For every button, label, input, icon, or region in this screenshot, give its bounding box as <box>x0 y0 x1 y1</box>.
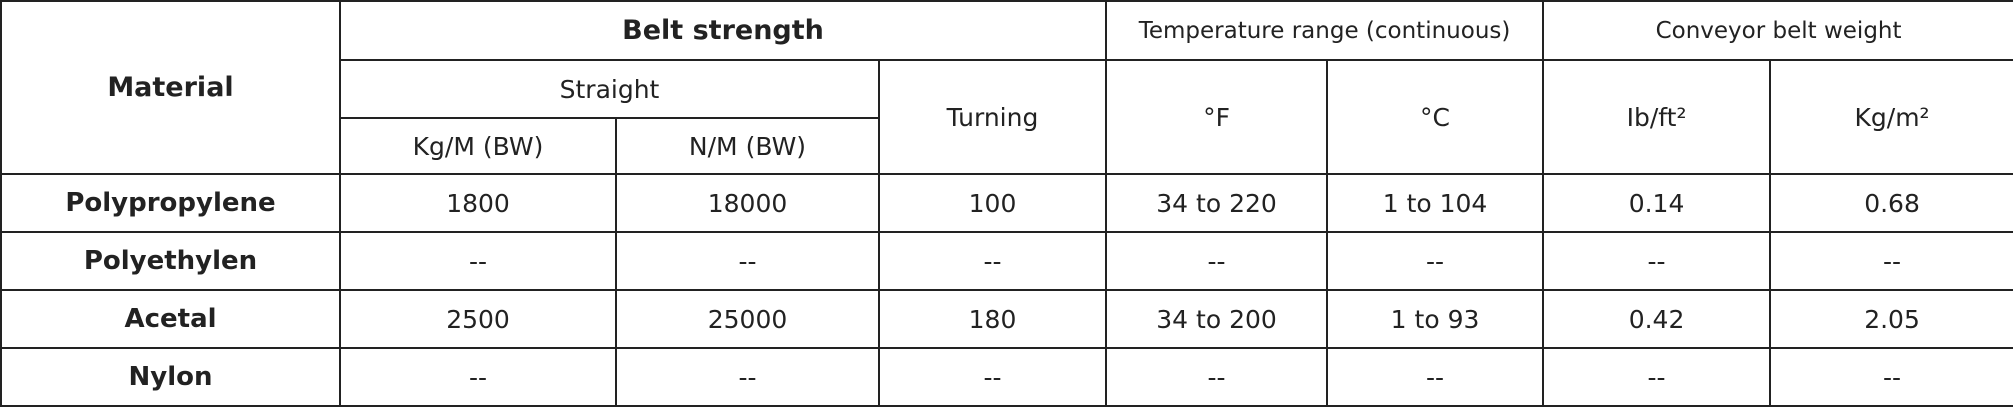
table-row: Polypropylene 1800 18000 100 34 to 220 1 to 1… <box>0 173 2013 233</box>
value-cell: 25000 <box>615 289 880 349</box>
value-cell: 34 to 220 <box>1105 173 1329 233</box>
value-cell: 0.14 <box>1542 173 1772 233</box>
value-cell: -- <box>877 231 1108 291</box>
value-cell: -- <box>1542 231 1772 291</box>
value-cell: -- <box>1105 347 1329 407</box>
material-cell: Nylon <box>0 347 341 407</box>
value-cell: -- <box>615 347 880 407</box>
table-row: Polyethylen -- -- -- -- -- -- -- <box>0 231 2013 291</box>
table-row: Acetal 2500 25000 180 34 to 200 1 to 93 0.42 2.… <box>0 289 2013 349</box>
value-cell: -- <box>877 347 1108 407</box>
header-cell: Straight <box>339 59 880 119</box>
material-cell: Acetal <box>0 289 341 349</box>
value-cell: 1 to 104 <box>1326 173 1545 233</box>
value-cell: 34 to 200 <box>1105 289 1329 349</box>
value-cell: 0.42 <box>1542 289 1772 349</box>
value-cell: -- <box>1326 347 1545 407</box>
value-cell: -- <box>339 347 617 407</box>
value-cell: 1800 <box>339 173 617 233</box>
header-cell: Temperature range (continuous) <box>1105 0 1545 61</box>
header-cell: Kg/M (BW) <box>339 117 617 175</box>
value-cell: 18000 <box>615 173 880 233</box>
header-cell: °C <box>1326 59 1545 175</box>
header-cell: Conveyor belt weight <box>1542 0 2013 61</box>
material-cell: Polypropylene <box>0 173 341 233</box>
header-cell: N/M (BW) <box>615 117 880 175</box>
value-cell: 180 <box>877 289 1108 349</box>
value-cell: -- <box>1326 231 1545 291</box>
value-cell: 1 to 93 <box>1326 289 1545 349</box>
value-cell: 100 <box>877 173 1108 233</box>
header-cell: Material <box>0 0 341 175</box>
value-cell: 0.68 <box>1769 173 2013 233</box>
value-cell: 2.05 <box>1769 289 2013 349</box>
value-cell: -- <box>1769 347 2013 407</box>
header-cell: °F <box>1105 59 1329 175</box>
header-cell: Kg/m² <box>1769 59 2013 175</box>
value-cell: -- <box>339 231 617 291</box>
value-cell: -- <box>1769 231 2013 291</box>
material-cell: Polyethylen <box>0 231 341 291</box>
value-cell: 2500 <box>339 289 617 349</box>
header-cell: Ib/ft² <box>1542 59 1772 175</box>
value-cell: -- <box>1542 347 1772 407</box>
table-row: Nylon -- -- -- -- -- -- -- <box>0 347 2013 407</box>
table-body: Polypropylene 1800 18000 100 34 to 220 1 to 1… <box>0 173 2013 407</box>
value-cell: -- <box>615 231 880 291</box>
header-cell: Belt strength <box>338 0 1108 61</box>
value-cell: -- <box>1105 231 1329 291</box>
header-cell: Turning <box>877 59 1108 175</box>
